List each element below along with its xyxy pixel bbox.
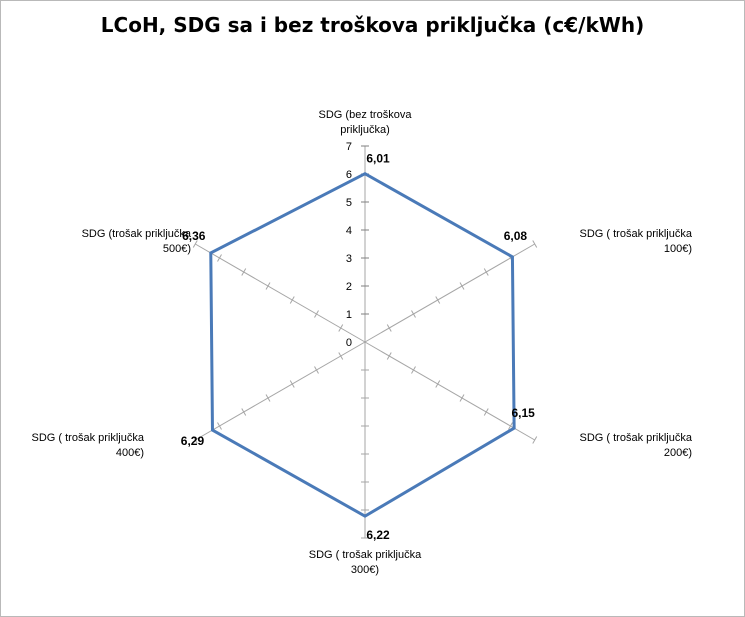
data-label: 6,36 [182,229,206,243]
radar-tick-mark [459,394,465,402]
radar-spoke [195,243,366,343]
radar-spoke [364,341,535,441]
radar-tick-mark [338,324,344,332]
category-label: 100€) [664,243,692,255]
category-label: 500€) [163,243,191,255]
radar-tick-mark [459,282,465,290]
radar-tick-label: 0 [346,337,352,349]
data-label: 6,01 [366,152,390,166]
radar-tick-mark [411,366,416,374]
radar-spoke [364,243,535,343]
category-label: SDG ( trošak priključka [580,432,693,444]
radar-tick-label: 1 [346,309,352,321]
radar-tick-mark [532,240,538,248]
category-label: 400€) [116,447,144,459]
radar-tick-label: 3 [346,253,352,265]
category-label: SDG ( trošak priključka [32,432,145,444]
data-label: 6,08 [504,229,528,243]
radar-tick-label: 2 [346,281,352,293]
radar-tick-mark [289,296,295,304]
radar-tick-mark [435,380,441,388]
radar-tick-mark [386,324,392,332]
radar-tick-mark [241,268,247,276]
radar-tick-mark [265,394,271,402]
radar-tick-mark [217,254,222,262]
radar-tick-mark [508,422,513,430]
series-line [209,172,516,518]
data-label: 6,22 [366,528,390,542]
radar-tick-label: 6 [346,169,352,181]
category-label: priključka) [340,124,390,136]
category-label: SDG (bez troškova [319,109,413,121]
radar-tick-mark [192,436,198,444]
chart-title: LCoH, SDG sa i bez troškova priključka (… [100,13,645,37]
radar-tick-mark [483,408,489,416]
category-label: SDG (trošak priključka [82,228,192,240]
radar-tick-mark [483,268,489,276]
radar-tick-mark [532,436,538,444]
radar-tick-mark [289,380,295,388]
category-label: SDG ( trošak priključka [580,228,693,240]
category-label: 300€) [351,564,379,576]
radar-spoke [195,341,366,441]
radar-tick-label: 7 [346,141,352,153]
radar-tick-mark [411,310,416,318]
radar-tick-label: 5 [346,197,352,209]
radar-tick-mark [338,352,344,360]
category-label: SDG ( trošak priključka [309,549,422,561]
radar-tick-mark [265,282,271,290]
radar-tick-label: 4 [346,225,352,237]
radar-tick-mark [386,352,392,360]
radar-tick-mark [192,240,198,248]
radar-tick-mark [241,408,247,416]
radar-tick-mark [314,310,319,318]
radar-tick-mark [435,296,441,304]
data-label: 6,29 [181,434,205,448]
data-label: 6,15 [511,406,535,420]
category-label: 200€) [664,447,692,459]
radar-tick-mark [217,422,222,430]
radar-tick-mark [314,366,319,374]
